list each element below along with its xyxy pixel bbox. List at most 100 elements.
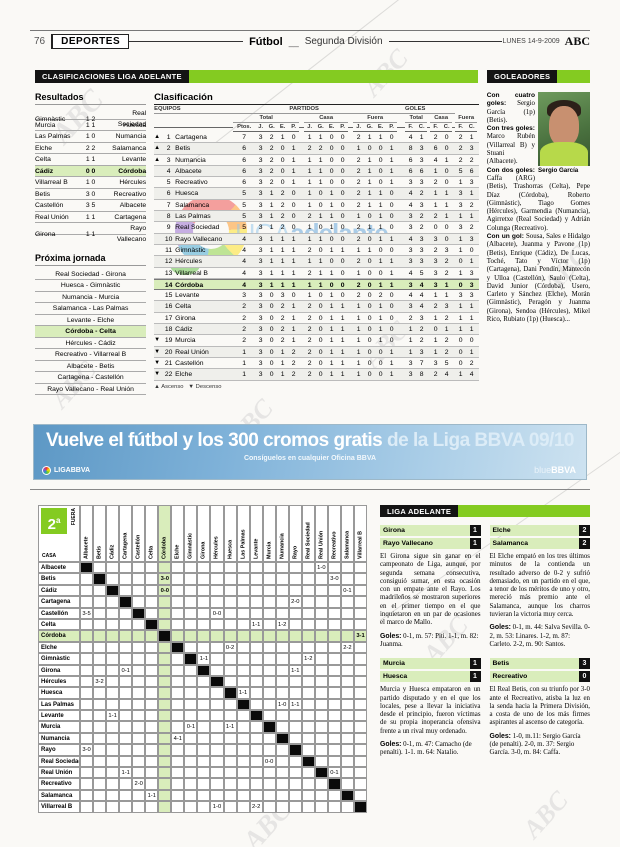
stat-value: 0	[458, 348, 463, 356]
match-report-text: El Real Betis, con su triunfo por 3-0 an…	[489, 686, 591, 727]
score-cell	[80, 732, 94, 745]
stat-value: 2	[269, 156, 274, 164]
result-score: 3 0	[85, 190, 96, 198]
score-cell	[262, 664, 276, 676]
stat-value: 3	[408, 258, 413, 266]
score-cell	[249, 596, 263, 608]
match-away-row: Recreativo 0	[489, 671, 590, 683]
score-cell	[106, 653, 120, 665]
goleadores-lead: Con dos goles:	[486, 166, 535, 174]
score-cell: 2-2	[340, 641, 354, 654]
column-letter	[427, 127, 431, 128]
match-home-score: 1	[469, 525, 481, 536]
result-home-team: Villarreal B	[35, 179, 68, 186]
score-cell	[93, 801, 107, 813]
points: 1	[242, 371, 247, 379]
stat-value: 1	[280, 235, 285, 243]
report-column-left: Girona 1 Rayo Vallecano 1 El Girona sigue si…	[380, 525, 481, 767]
score-cell	[262, 618, 276, 631]
score-cell	[106, 744, 120, 756]
result-away-team: Numancia	[115, 133, 147, 140]
stat-value: 1	[444, 190, 449, 198]
home-team-label: Córdoba	[38, 630, 80, 642]
stat-value: 1	[378, 314, 383, 322]
bbva-advert-banner[interactable]: Vuelve el fútbol y los 300 cromos gratis…	[33, 424, 587, 480]
result-home-team: Castellón	[35, 202, 64, 209]
up-marker-icon: ▲	[154, 145, 161, 152]
cross-table-column-header: Murcia	[262, 505, 276, 562]
cross-table-column-header: Castellón	[132, 505, 146, 562]
score-cell: 2-0	[288, 596, 302, 608]
team-name: Cádiz	[175, 326, 193, 334]
diagonal-cell	[80, 562, 94, 574]
points: 5	[242, 224, 247, 232]
stat-value: 0	[444, 145, 449, 153]
stat-value: 2	[280, 314, 285, 322]
stat-value: 1	[444, 201, 449, 209]
score-cell	[353, 607, 368, 619]
stat-value: 3	[419, 201, 424, 209]
score-cell	[301, 573, 315, 585]
stat-value: 4	[419, 281, 424, 289]
stat-value: 1	[318, 269, 323, 277]
stat-value: 2	[419, 224, 424, 232]
match-goals-label: Goles:	[380, 741, 402, 749]
stat-value: 2	[307, 314, 312, 322]
stat-value: 1	[280, 348, 285, 356]
stat-value: 3	[419, 145, 424, 153]
score-cell	[158, 664, 172, 676]
stat-value: 1	[329, 359, 334, 367]
stat-value: 3	[433, 269, 438, 277]
away-team-label: Real Sociedad	[305, 522, 312, 559]
score-cell	[223, 778, 237, 790]
stat-value: 2	[419, 190, 424, 198]
score-cell	[249, 789, 263, 802]
stat-value: 1	[280, 246, 285, 254]
points: 2	[242, 303, 247, 311]
score-cell	[262, 630, 276, 642]
score-cell	[340, 687, 354, 699]
stat-value: 0	[280, 145, 285, 153]
standings-row: ▲ 3 Numancia 6 3 2 0 1 1 1 0 0 2 1 0 1 6 3 4 1 2 2	[154, 155, 479, 166]
stat-value: 2	[269, 179, 274, 187]
score-cell	[132, 630, 146, 642]
stat-value: 1	[408, 337, 413, 345]
match-away-name: Recreativo	[492, 673, 528, 681]
score-cell	[158, 732, 172, 745]
stat-value: 1	[340, 246, 345, 254]
stat-value: 1	[291, 235, 296, 243]
stat-value: 1	[329, 269, 334, 277]
stat-value: 3	[258, 167, 263, 175]
column-letter: C.	[466, 123, 478, 132]
down-marker-icon: ▼	[154, 359, 161, 366]
result-home-team: Murcia	[35, 121, 56, 129]
stat-value: 1	[329, 326, 334, 334]
points: 2	[242, 314, 247, 322]
liga-bbva-logo-text: LIGABBVA	[54, 466, 91, 474]
clasificacion-legend: ▲ Ascenso ▼ Descenso	[154, 384, 479, 390]
score-cell	[210, 664, 224, 676]
column-letter	[299, 127, 305, 128]
cross-table-column-header: Albacete	[80, 505, 94, 562]
score-cell	[197, 641, 211, 654]
points: 4	[242, 269, 247, 277]
masthead-center: Fútbol __ Segunda División	[129, 36, 503, 48]
stat-value: 3	[419, 314, 424, 322]
result-away-team: Levante	[121, 156, 147, 163]
goleadores-lead: Con tres goles:	[486, 125, 535, 133]
score-cell	[249, 562, 263, 574]
score-cell	[327, 687, 341, 699]
score-cell	[249, 584, 263, 597]
stat-value: 1	[469, 314, 474, 322]
score-cell	[236, 641, 250, 654]
stat-value: 1	[356, 359, 361, 367]
score-cell	[184, 584, 198, 597]
column-letter: P.	[288, 123, 300, 132]
score-cell	[327, 755, 341, 768]
team-name: Rayo Vallecano	[175, 235, 223, 243]
stat-value: 1	[458, 314, 463, 322]
score-cell	[223, 698, 237, 711]
stat-value: 1	[389, 371, 394, 379]
score-cell	[327, 653, 341, 665]
score-cell	[275, 789, 289, 802]
